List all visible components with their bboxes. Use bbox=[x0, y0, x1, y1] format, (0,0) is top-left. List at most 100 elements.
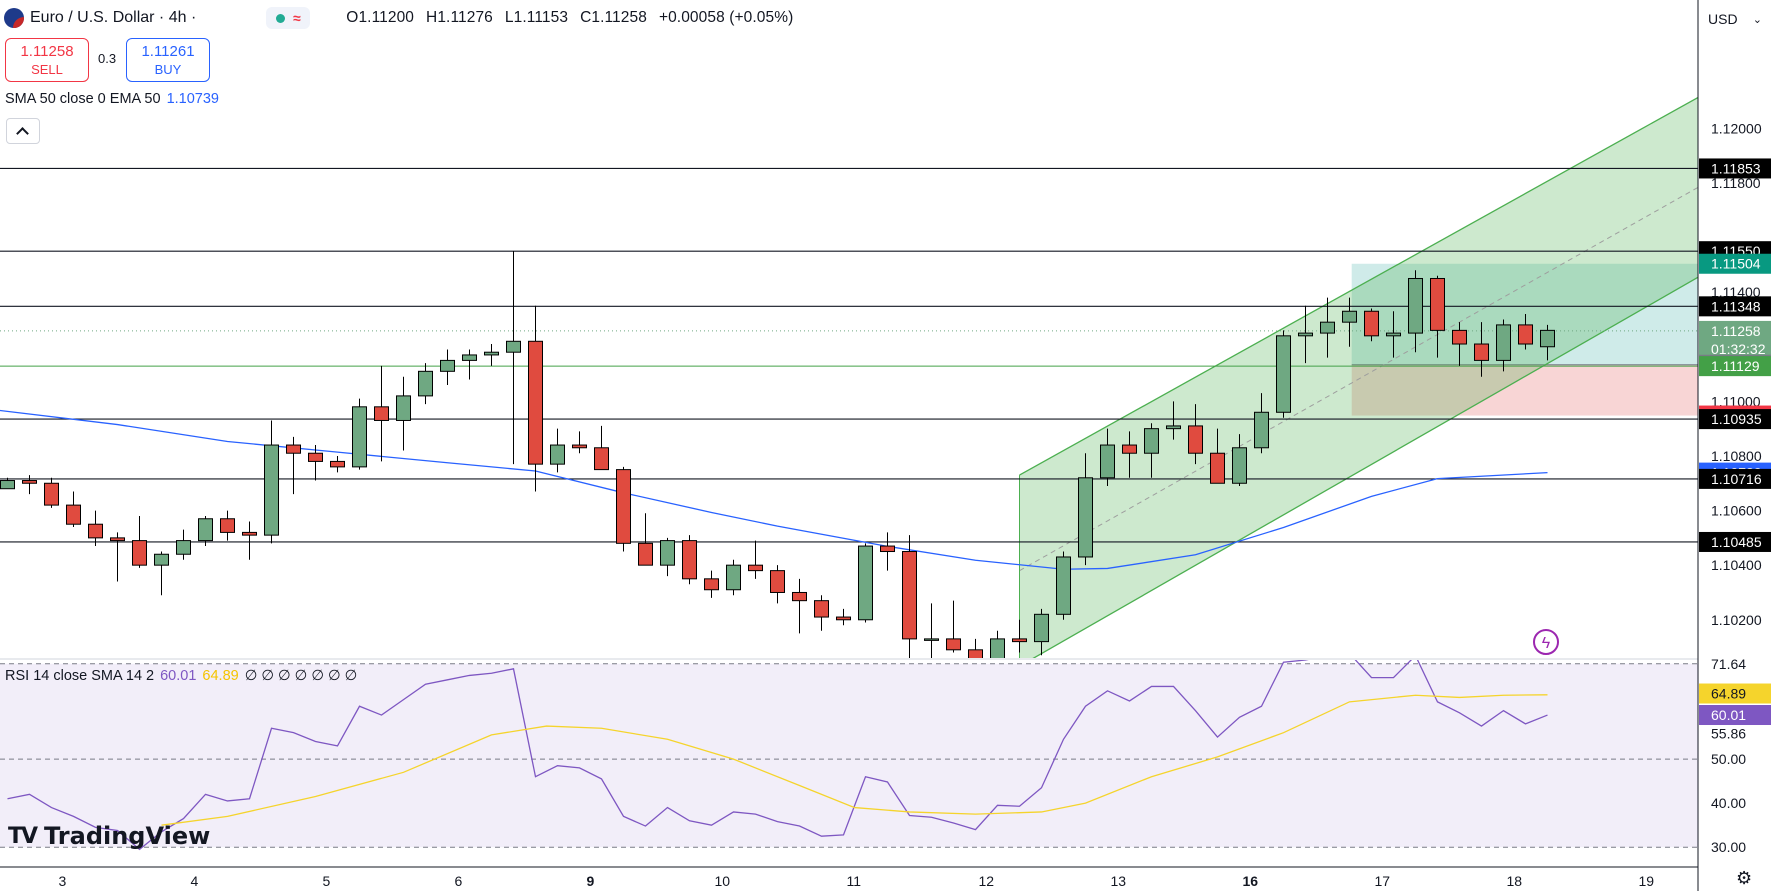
time-tick-label: 9 bbox=[587, 873, 595, 889]
candle bbox=[1210, 428, 1225, 484]
candle-body bbox=[88, 523, 103, 539]
time-axis-settings-icon[interactable]: ⚙ bbox=[1736, 868, 1753, 888]
candle bbox=[264, 420, 279, 544]
candle bbox=[176, 529, 191, 560]
candle bbox=[110, 532, 125, 582]
candle bbox=[88, 510, 103, 547]
candle-body bbox=[418, 370, 433, 397]
candle-body bbox=[1430, 277, 1445, 331]
candle-body bbox=[0, 480, 15, 490]
candle bbox=[704, 570, 719, 598]
candle-body bbox=[1122, 444, 1137, 454]
candle-body bbox=[968, 649, 983, 658]
buy-price: 1.11261 bbox=[141, 43, 195, 60]
candle bbox=[880, 532, 895, 571]
candle-body bbox=[462, 354, 477, 361]
candle-body bbox=[616, 469, 631, 544]
candle bbox=[726, 559, 741, 596]
candle-body bbox=[1210, 452, 1225, 484]
candle-body bbox=[1232, 447, 1247, 484]
buy-button[interactable]: 1.11261 BUY bbox=[126, 38, 210, 82]
price-axis-tag-label: 1.10716 bbox=[1711, 471, 1762, 487]
candle-body bbox=[198, 518, 213, 542]
candle-body bbox=[330, 460, 345, 468]
candle bbox=[66, 491, 81, 527]
candle-body bbox=[814, 600, 829, 618]
candle-body bbox=[286, 444, 301, 454]
candle-body bbox=[22, 480, 37, 484]
candle bbox=[242, 521, 257, 560]
price-tick-label: 1.11800 bbox=[1711, 175, 1761, 191]
candle-body bbox=[396, 395, 411, 421]
rsi-value: 60.01 bbox=[160, 668, 197, 684]
candle-body bbox=[946, 638, 961, 651]
candle-body bbox=[1452, 329, 1467, 345]
lightning-icon[interactable]: ϟ bbox=[1533, 629, 1559, 655]
candle bbox=[198, 516, 213, 547]
candle-body bbox=[726, 564, 741, 591]
price-tick-label: 1.10800 bbox=[1711, 448, 1762, 464]
rsi-axis-tag-label: 71.64 bbox=[1711, 656, 1746, 672]
candle-body bbox=[550, 444, 565, 465]
ohlc-high: H1.11276 bbox=[426, 9, 493, 26]
candle bbox=[1320, 297, 1335, 358]
candle-body bbox=[1298, 332, 1313, 337]
price-axis-tag bbox=[1699, 296, 1771, 317]
rsi-axis-tag bbox=[1699, 705, 1771, 726]
candle-body bbox=[1254, 411, 1269, 449]
rsi-sma-line bbox=[161, 694, 1548, 826]
ohlc-readout: O1.11200 H1.11276 L1.11153 C1.11258 +0.00058… bbox=[346, 9, 805, 27]
price-tick-label: 1.10400 bbox=[1711, 557, 1762, 573]
price-axis-tag-label: 1.11348 bbox=[1711, 298, 1761, 314]
candle bbox=[1254, 393, 1269, 454]
price-tick-label: 1.11000 bbox=[1711, 393, 1761, 409]
candle bbox=[572, 431, 587, 454]
rsi-axis-tag bbox=[1699, 683, 1771, 704]
candle bbox=[1144, 423, 1159, 478]
candle bbox=[1496, 319, 1511, 372]
candle-body bbox=[1144, 428, 1159, 454]
candle-body bbox=[880, 545, 895, 553]
collapse-legend-button[interactable] bbox=[6, 118, 40, 144]
price-axis-tag-label: 1.10485 bbox=[1711, 534, 1762, 550]
channel-upper-line bbox=[1019, 96, 1698, 476]
candle-body bbox=[858, 545, 873, 621]
price-axis-tag-label: 1.11258 bbox=[1711, 323, 1761, 339]
candle-body bbox=[374, 406, 389, 421]
candle bbox=[924, 603, 939, 658]
currency-selector[interactable]: USD ⌄ bbox=[1702, 6, 1768, 32]
candle-body bbox=[1078, 477, 1093, 558]
candle bbox=[792, 578, 807, 634]
candle bbox=[330, 455, 345, 473]
sell-button[interactable]: 1.11258 SELL bbox=[5, 38, 89, 82]
ema-indicator-legend[interactable]: SMA 50 close 0 EMA 50 1.10739 bbox=[5, 91, 219, 107]
chart-header: Euro / U.S. Dollar · 4h · ≈ O1.11200 H1.1… bbox=[0, 0, 805, 36]
symbol-title[interactable]: Euro / U.S. Dollar · 4h · bbox=[30, 9, 197, 26]
time-tick-label: 6 bbox=[455, 873, 463, 889]
rsi-indicator-legend[interactable]: RSI 14 close SMA 14 2 60.01 64.89 ∅ ∅ ∅ ∅ ∅… bbox=[5, 668, 357, 684]
tradingview-logo[interactable]: TV TradingView bbox=[8, 822, 210, 850]
candle-body bbox=[1474, 343, 1489, 361]
time-tick-label: 12 bbox=[979, 873, 995, 889]
price-axis-tag bbox=[1699, 158, 1771, 179]
candle bbox=[858, 543, 873, 623]
candle bbox=[220, 510, 235, 541]
market-status-pill[interactable]: ≈ bbox=[266, 7, 311, 29]
rsi-tick-label: 30.00 bbox=[1711, 839, 1746, 855]
candle-body bbox=[836, 616, 851, 621]
ascending-channel-fill bbox=[1019, 97, 1698, 658]
main-pane bbox=[0, 96, 1698, 658]
ohlc-low: L1.11153 bbox=[504, 9, 569, 26]
candle-body bbox=[242, 531, 257, 536]
candle-body bbox=[110, 537, 125, 542]
candle-body bbox=[220, 518, 235, 533]
tradingview-mark-icon: TV bbox=[8, 823, 38, 849]
candle-body bbox=[660, 540, 675, 566]
candle bbox=[1518, 313, 1533, 350]
candle bbox=[1122, 431, 1137, 478]
candle bbox=[352, 398, 367, 470]
candle bbox=[990, 630, 1005, 658]
candle bbox=[1276, 330, 1291, 418]
candle-body bbox=[638, 542, 653, 566]
